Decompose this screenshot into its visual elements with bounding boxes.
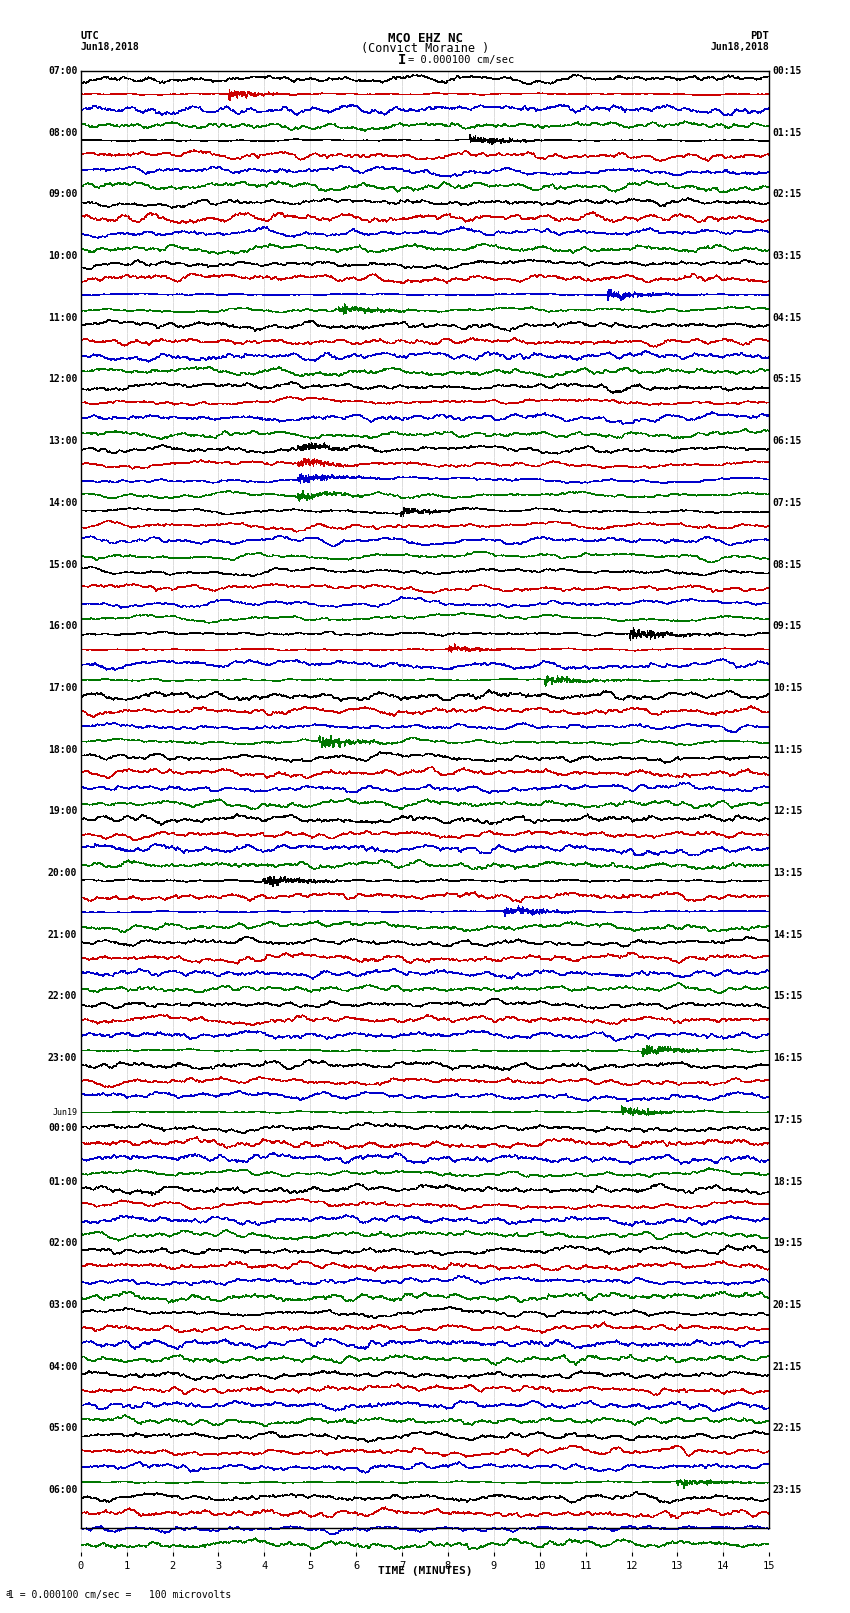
Text: Jun18,2018: Jun18,2018: [711, 42, 769, 52]
Text: 16:00: 16:00: [48, 621, 77, 631]
Text: 08:00: 08:00: [48, 127, 77, 137]
Text: 23:00: 23:00: [48, 1053, 77, 1063]
Text: 11:15: 11:15: [773, 745, 802, 755]
Text: Jun18,2018: Jun18,2018: [81, 42, 139, 52]
Text: 04:00: 04:00: [48, 1361, 77, 1371]
Text: 19:15: 19:15: [773, 1239, 802, 1248]
Text: 05:15: 05:15: [773, 374, 802, 384]
Text: TIME (MINUTES): TIME (MINUTES): [377, 1566, 473, 1576]
Text: 20:00: 20:00: [48, 868, 77, 877]
Text: 08:15: 08:15: [773, 560, 802, 569]
Text: 17:00: 17:00: [48, 682, 77, 694]
Text: 02:00: 02:00: [48, 1239, 77, 1248]
Text: 18:00: 18:00: [48, 745, 77, 755]
Text: 14:00: 14:00: [48, 498, 77, 508]
Text: 02:15: 02:15: [773, 189, 802, 200]
Text: 1 = 0.000100 cm/sec =   100 microvolts: 1 = 0.000100 cm/sec = 100 microvolts: [8, 1590, 232, 1600]
Text: 15:00: 15:00: [48, 560, 77, 569]
Text: 09:00: 09:00: [48, 189, 77, 200]
Text: Jun19: Jun19: [53, 1108, 77, 1116]
Text: 09:15: 09:15: [773, 621, 802, 631]
Text: 12:00: 12:00: [48, 374, 77, 384]
Text: 22:15: 22:15: [773, 1423, 802, 1434]
Text: PDT: PDT: [751, 31, 769, 40]
Text: 18:15: 18:15: [773, 1176, 802, 1187]
Text: = 0.000100 cm/sec: = 0.000100 cm/sec: [408, 55, 514, 65]
Text: 07:00: 07:00: [48, 66, 77, 76]
Text: 15:15: 15:15: [773, 992, 802, 1002]
Text: 23:15: 23:15: [773, 1486, 802, 1495]
Text: 03:15: 03:15: [773, 252, 802, 261]
Text: 13:00: 13:00: [48, 436, 77, 447]
Text: 22:00: 22:00: [48, 992, 77, 1002]
Text: 03:00: 03:00: [48, 1300, 77, 1310]
Text: 04:15: 04:15: [773, 313, 802, 323]
Text: 17:15: 17:15: [773, 1115, 802, 1124]
Text: (Convict Moraine ): (Convict Moraine ): [361, 42, 489, 55]
Text: 20:15: 20:15: [773, 1300, 802, 1310]
Text: 21:00: 21:00: [48, 929, 77, 940]
Text: 01:00: 01:00: [48, 1176, 77, 1187]
Text: 00:00: 00:00: [48, 1123, 77, 1132]
Text: 11:00: 11:00: [48, 313, 77, 323]
Text: MCO EHZ NC: MCO EHZ NC: [388, 32, 462, 45]
Text: 10:00: 10:00: [48, 252, 77, 261]
Text: 21:15: 21:15: [773, 1361, 802, 1371]
Text: UTC: UTC: [81, 31, 99, 40]
Text: a: a: [6, 1589, 11, 1598]
Text: 12:15: 12:15: [773, 806, 802, 816]
Text: 01:15: 01:15: [773, 127, 802, 137]
Text: 00:15: 00:15: [773, 66, 802, 76]
Text: I: I: [398, 53, 406, 68]
Text: 05:00: 05:00: [48, 1423, 77, 1434]
Text: 10:15: 10:15: [773, 682, 802, 694]
Text: 19:00: 19:00: [48, 806, 77, 816]
Text: 16:15: 16:15: [773, 1053, 802, 1063]
Text: 06:00: 06:00: [48, 1486, 77, 1495]
Text: 14:15: 14:15: [773, 929, 802, 940]
Text: 06:15: 06:15: [773, 436, 802, 447]
Text: 07:15: 07:15: [773, 498, 802, 508]
Text: 13:15: 13:15: [773, 868, 802, 877]
